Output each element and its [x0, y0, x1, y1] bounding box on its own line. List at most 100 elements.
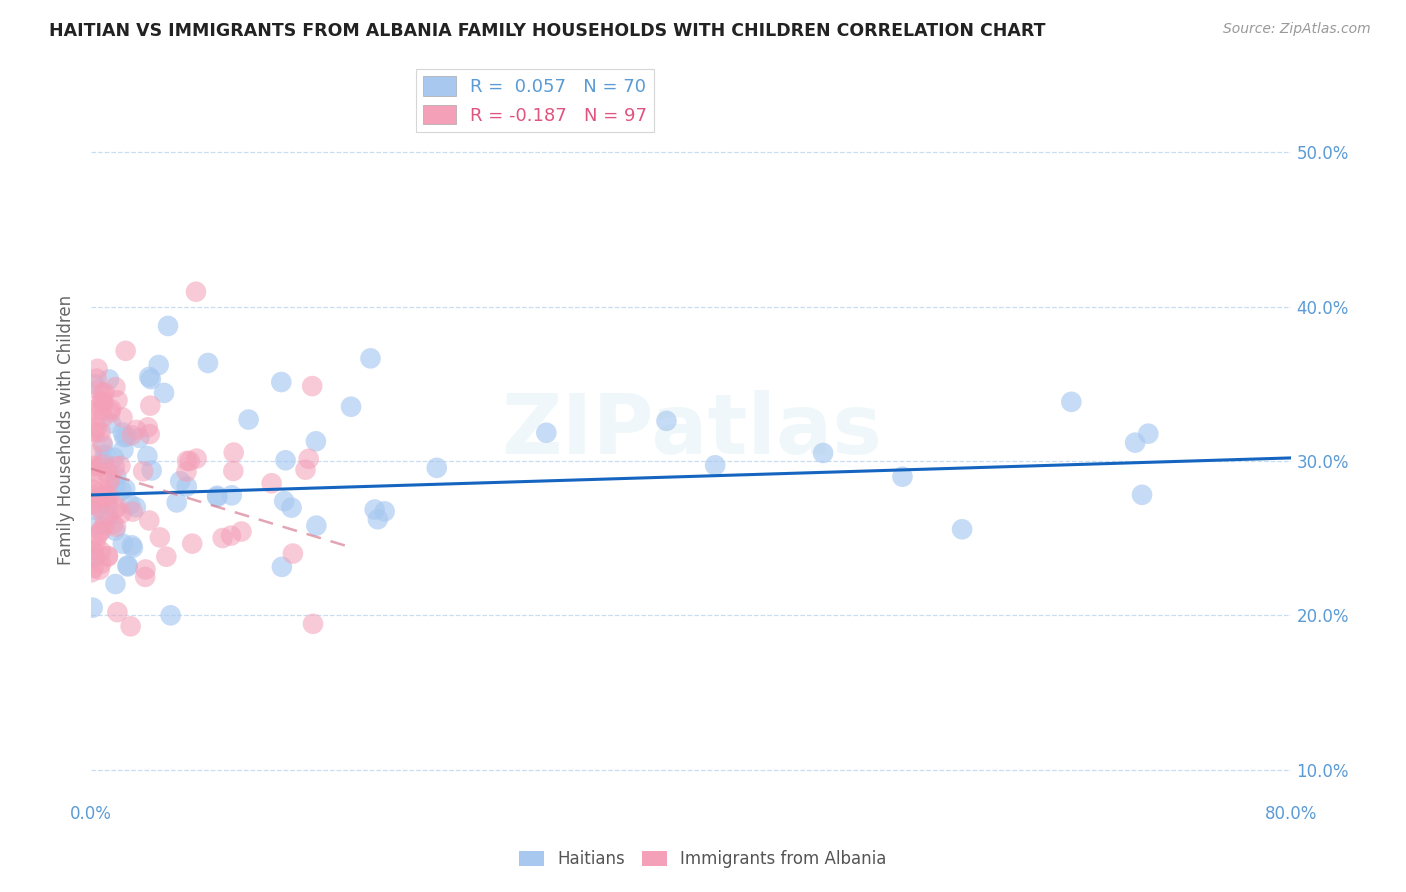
- Point: [125, 500, 148, 515]
- Point: [136, 449, 159, 463]
- Legend: Haitians, Immigrants from Albania: Haitians, Immigrants from Albania: [513, 844, 893, 875]
- Y-axis label: Family Households with Children: Family Households with Children: [58, 295, 75, 566]
- Point: [1123, 435, 1146, 450]
- Point: [91, 490, 114, 504]
- Point: [114, 482, 136, 496]
- Point: [176, 479, 198, 493]
- Point: [305, 518, 328, 533]
- Point: [238, 412, 260, 426]
- Point: [1130, 488, 1153, 502]
- Point: [125, 423, 148, 437]
- Point: [117, 558, 139, 573]
- Point: [159, 608, 181, 623]
- Point: [134, 562, 156, 576]
- Point: [83, 496, 105, 510]
- Point: [104, 577, 127, 591]
- Point: [90, 524, 112, 538]
- Point: [93, 454, 115, 468]
- Point: [302, 616, 325, 631]
- Point: [84, 536, 107, 550]
- Point: [97, 509, 120, 524]
- Point: [91, 394, 114, 409]
- Point: [86, 371, 108, 385]
- Point: [153, 385, 176, 400]
- Point: [97, 466, 120, 480]
- Point: [274, 453, 297, 467]
- Point: [83, 377, 105, 392]
- Point: [222, 445, 245, 459]
- Point: [112, 430, 135, 444]
- Point: [87, 500, 110, 515]
- Point: [91, 439, 114, 453]
- Point: [83, 561, 105, 575]
- Point: [134, 570, 156, 584]
- Point: [98, 405, 121, 419]
- Point: [90, 557, 112, 571]
- Point: [305, 434, 328, 449]
- Point: [148, 358, 170, 372]
- Point: [121, 505, 143, 519]
- Point: [87, 459, 110, 474]
- Point: [97, 549, 120, 564]
- Point: [891, 469, 914, 483]
- Point: [84, 549, 107, 564]
- Point: [93, 457, 115, 471]
- Point: [139, 372, 162, 386]
- Point: [205, 489, 228, 503]
- Point: [84, 502, 107, 516]
- Point: [80, 498, 103, 512]
- Point: [110, 483, 132, 498]
- Point: [367, 512, 389, 526]
- Point: [82, 483, 104, 497]
- Point: [207, 490, 229, 504]
- Point: [120, 619, 142, 633]
- Point: [120, 497, 142, 511]
- Point: [141, 463, 163, 477]
- Point: [91, 410, 114, 425]
- Point: [98, 490, 121, 504]
- Point: [89, 563, 111, 577]
- Point: [87, 383, 110, 397]
- Point: [281, 547, 304, 561]
- Point: [139, 399, 162, 413]
- Point: [280, 500, 302, 515]
- Point: [80, 487, 103, 501]
- Point: [80, 566, 103, 580]
- Point: [105, 500, 128, 514]
- Point: [222, 464, 245, 478]
- Point: [80, 466, 103, 480]
- Point: [374, 504, 396, 518]
- Point: [294, 463, 316, 477]
- Point: [91, 482, 114, 496]
- Point: [107, 605, 129, 619]
- Point: [197, 356, 219, 370]
- Point: [107, 393, 129, 408]
- Point: [104, 524, 127, 538]
- Point: [273, 494, 295, 508]
- Point: [166, 495, 188, 509]
- Point: [90, 544, 112, 558]
- Point: [117, 559, 139, 574]
- Point: [97, 549, 120, 563]
- Point: [811, 446, 834, 460]
- Point: [93, 510, 115, 524]
- Point: [298, 451, 321, 466]
- Point: [270, 559, 292, 574]
- Point: [91, 386, 114, 401]
- Point: [82, 458, 104, 473]
- Point: [90, 425, 112, 439]
- Point: [94, 385, 117, 400]
- Point: [114, 343, 136, 358]
- Point: [179, 454, 201, 468]
- Point: [97, 475, 120, 489]
- Point: [86, 529, 108, 543]
- Point: [138, 370, 160, 384]
- Point: [82, 424, 104, 438]
- Point: [105, 469, 128, 483]
- Point: [111, 537, 134, 551]
- Point: [98, 372, 121, 386]
- Point: [93, 396, 115, 410]
- Point: [100, 402, 122, 417]
- Point: [84, 406, 107, 420]
- Point: [105, 519, 128, 533]
